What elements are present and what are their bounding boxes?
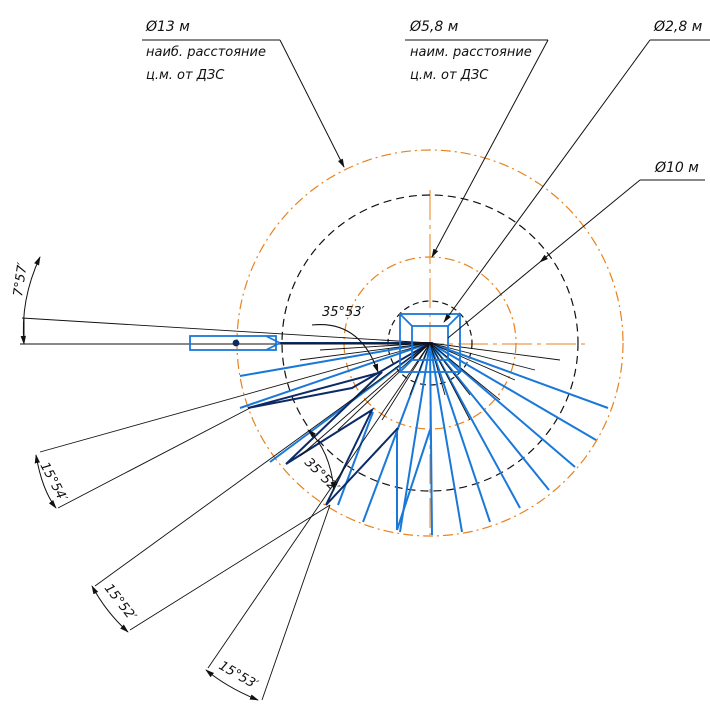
leader-d58 bbox=[405, 39, 549, 258]
angle-757-label: 7°57′ bbox=[11, 261, 31, 297]
d13-value: Ø13 м bbox=[145, 19, 190, 35]
angle-arcs bbox=[20, 256, 379, 701]
d58-note-line2: ц.м. от ДЗС bbox=[410, 68, 489, 83]
angle-1554-label: 15°54′ bbox=[36, 460, 69, 505]
leader-d10 bbox=[447, 179, 705, 339]
circle-d10 bbox=[281, 194, 579, 492]
leader-d28 bbox=[443, 39, 710, 323]
angle-3553-label: 35°53′ bbox=[322, 305, 365, 320]
d10-value: Ø10 м bbox=[654, 160, 699, 176]
angle-1552-label: 15°52′ bbox=[101, 581, 139, 624]
d13-note-line1: наиб. расстояние bbox=[146, 45, 266, 60]
leader-d13 bbox=[142, 39, 345, 168]
d28-value: Ø2,8 м bbox=[653, 19, 703, 35]
object-box bbox=[399, 313, 461, 373]
d13-note-line2: ц.м. от ДЗС bbox=[146, 68, 225, 83]
boom-bar bbox=[189, 335, 281, 351]
d58-note-line1: наим. расстояние bbox=[410, 45, 532, 60]
angle-3552-label: 35°52′ bbox=[301, 455, 342, 496]
black-rays bbox=[20, 317, 561, 701]
angle-1553-label: 15°53′ bbox=[216, 658, 260, 692]
d58-value: Ø5,8 м bbox=[409, 19, 459, 35]
